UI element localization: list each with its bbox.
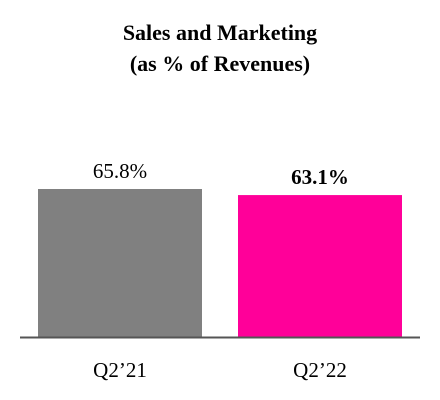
x-tick-label-1: Q2’21: [93, 358, 147, 382]
chart-title: Sales and Marketing: [122, 20, 318, 45]
bar-1: [38, 189, 202, 337]
data-label-2: 63.1%: [291, 165, 349, 189]
bar-2: [238, 195, 402, 337]
x-tick-label-2: Q2’22: [293, 358, 347, 382]
chart-subtitle: (as % of Revenues): [129, 51, 311, 76]
data-label-1: 65.8%: [93, 159, 147, 183]
